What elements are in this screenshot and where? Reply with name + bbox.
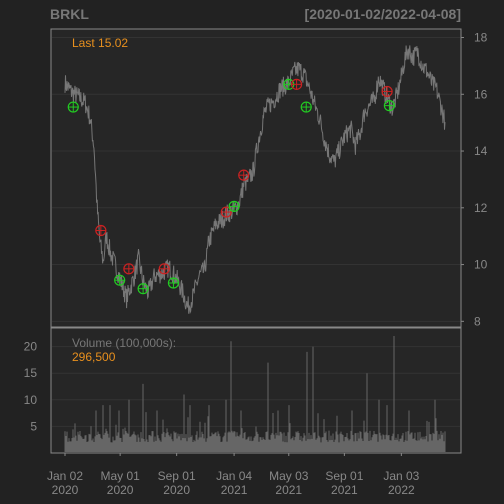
sell-marker [238, 169, 250, 181]
x-tick-year: 2021 [331, 483, 358, 497]
price-series [64, 45, 446, 315]
sell-marker [158, 263, 170, 275]
price-tick-label: 14 [474, 144, 488, 158]
sell-marker [123, 263, 135, 275]
volume-tick-label: 5 [30, 419, 37, 433]
price-tick-label: 12 [474, 201, 488, 215]
sell-marker [220, 206, 232, 218]
x-tick-year: 2020 [163, 483, 190, 497]
trade-markers [67, 78, 396, 295]
buy-marker [114, 274, 126, 286]
buy-marker [67, 101, 79, 113]
sell-marker [290, 78, 303, 90]
price-tick-label: 8 [474, 314, 481, 328]
buy-marker [228, 200, 240, 212]
x-tick-label: Sep 01 [158, 469, 196, 483]
x-tick-year: 2021 [275, 483, 302, 497]
x-tick-label: May 03 [269, 469, 309, 483]
volume-tick-label: 20 [24, 340, 38, 354]
buy-marker [383, 100, 396, 112]
volume-value: 296,500 [72, 350, 116, 364]
ticker-title: BRKL [50, 6, 89, 22]
price-tick-label: 10 [474, 258, 488, 272]
sell-marker [381, 85, 393, 98]
price-tick-label: 18 [474, 31, 488, 45]
date-range-label: [2020-01-02/2022-04-08] [305, 6, 461, 22]
volume-tick-label: 10 [24, 393, 38, 407]
x-tick-year: 2021 [221, 483, 248, 497]
volume-gridlines [52, 346, 460, 427]
x-tick-label: Sep 01 [325, 469, 363, 483]
price-axis: 8 10 12 14 16 18 [461, 31, 488, 328]
buy-marker [167, 277, 180, 289]
x-tick-year: 2022 [388, 483, 415, 497]
x-tick-label: May 01 [100, 469, 140, 483]
buy-marker [137, 283, 149, 295]
x-tick-label: Jan 04 [216, 469, 252, 483]
volume-axis: 5 10 15 20 [24, 340, 38, 434]
buy-marker [300, 101, 312, 113]
price-panel [50, 28, 462, 328]
volume-label: Volume (100,000s): [72, 336, 176, 350]
x-tick-year: 2020 [107, 483, 134, 497]
volume-bars [64, 335, 446, 452]
x-tick-label: Jan 02 [47, 469, 83, 483]
volume-tick-label: 15 [24, 366, 38, 380]
price-line [64, 45, 446, 315]
x-tick-label: Jan 03 [383, 469, 419, 483]
price-gridlines [52, 37, 460, 322]
price-tick-label: 16 [474, 87, 488, 101]
last-price-label: Last 15.02 [72, 36, 128, 50]
sell-marker [95, 224, 107, 237]
x-tick-year: 2020 [52, 483, 79, 497]
